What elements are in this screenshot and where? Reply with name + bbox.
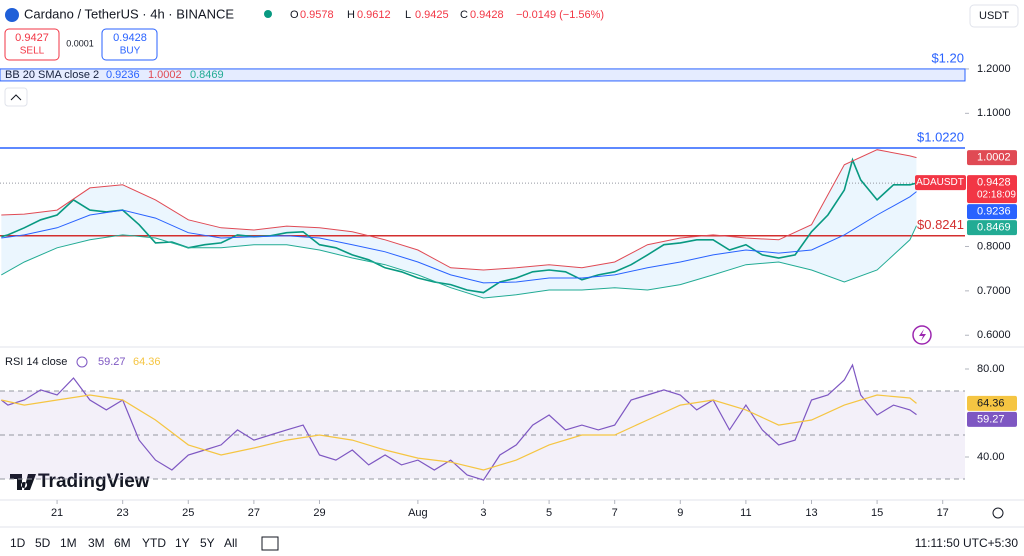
- ohlc-value: 0.9428: [470, 9, 504, 21]
- x-tick-label: 17: [937, 507, 949, 519]
- price-line: [1, 157, 917, 294]
- symbol-tag: ADAUSDT: [916, 177, 964, 188]
- spread: 0.0001: [66, 38, 94, 48]
- rsi-line: [1, 394, 917, 471]
- watermark-logo: [10, 474, 36, 490]
- watermark: TradingView: [38, 471, 150, 492]
- y-tick-label: 80.00: [977, 363, 1005, 375]
- currency-button[interactable]: [969, 4, 1019, 28]
- x-tick-label: 7: [612, 507, 618, 519]
- sell-button[interactable]: [4, 28, 60, 61]
- legend-value: 0.8469: [190, 69, 224, 81]
- countdown: 02:18:09: [977, 190, 1016, 201]
- band-line: [1, 225, 917, 299]
- legend-value: 64.36: [133, 356, 161, 368]
- price-tag: [967, 150, 1017, 166]
- y-tick-label: 1.2000: [977, 63, 1011, 75]
- legend-value: 1.0002: [148, 69, 182, 81]
- level-label: $1.20: [931, 50, 964, 65]
- legend-icon: [76, 356, 88, 368]
- settings-icon[interactable]: [992, 507, 1004, 519]
- buy-price: 0.9428: [113, 32, 147, 44]
- indicator-title: BB 20 SMA close 2: [5, 69, 99, 81]
- x-tick-label: 15: [871, 507, 883, 519]
- y-tick-label: 0.7000: [977, 285, 1011, 297]
- x-tick-label: 5: [546, 507, 552, 519]
- x-tick-label: Aug: [408, 507, 428, 519]
- price-tag-value: 1.0002: [977, 152, 1011, 164]
- band-line: [1, 191, 917, 284]
- price-tag: [967, 411, 1017, 427]
- level-label: $1.0220: [917, 129, 964, 144]
- x-tick-label: 29: [313, 507, 325, 519]
- collapse-button[interactable]: [4, 87, 28, 107]
- x-tick-label: 9: [677, 507, 683, 519]
- ohlc-label: O: [290, 9, 299, 21]
- range-button[interactable]: All: [224, 536, 237, 550]
- price-tag-value: 64.36: [977, 397, 1005, 409]
- x-tick-label: 23: [117, 507, 129, 519]
- y-tick-label: 40.00: [977, 451, 1005, 463]
- x-tick-label: 25: [182, 507, 194, 519]
- ohlc-label: H: [347, 9, 355, 21]
- rsi-line: [0, 363, 917, 481]
- price-tag-value: 59.27: [977, 413, 1005, 425]
- ohlc-value: 0.9612: [357, 9, 391, 21]
- x-tick-label: 13: [805, 507, 817, 519]
- market-status: [264, 10, 272, 18]
- clock: 11:11:50 UTC+5:30: [915, 536, 1019, 550]
- y-tick-label: 0.8000: [977, 240, 1011, 252]
- legend-value: 0.9236: [106, 69, 140, 81]
- y-tick-label: 0.6000: [977, 329, 1011, 341]
- range-button[interactable]: 5Y: [200, 536, 215, 550]
- range-button[interactable]: YTD: [142, 536, 166, 550]
- collapse-icon: [10, 94, 22, 101]
- price-tag: [967, 204, 1017, 220]
- alert-bolt: [919, 329, 926, 341]
- y-tick-label: 1.1000: [977, 107, 1011, 119]
- range-button[interactable]: 1M: [60, 536, 77, 550]
- price-tag: [967, 395, 1017, 411]
- symbol-tag-box: [915, 175, 966, 191]
- price-tag: [967, 175, 1017, 204]
- buy-button[interactable]: [101, 28, 158, 61]
- range-button[interactable]: 5D: [35, 536, 51, 550]
- sell-price: 0.9427: [15, 32, 49, 44]
- legend-value: 59.27: [98, 356, 126, 368]
- range-button[interactable]: 3M: [88, 536, 105, 550]
- price-tag: [967, 220, 1017, 236]
- level-label: $0.8241: [917, 217, 964, 232]
- price-tag-value: 0.9428: [977, 176, 1011, 188]
- band-line: [1, 149, 917, 271]
- date-range-icon[interactable]: [261, 536, 279, 551]
- sell-label: SELL: [20, 46, 45, 57]
- currency: USDT: [979, 10, 1009, 22]
- symbol-title[interactable]: Cardano / TetherUS · 4h · BINANCE: [24, 6, 234, 21]
- ohlc-label: L: [405, 9, 411, 21]
- ohlc-value: 0.9578: [300, 9, 334, 21]
- level-zone: [0, 68, 966, 82]
- ohlc-value: 0.9425: [415, 9, 449, 21]
- range-button[interactable]: 6M: [114, 536, 131, 550]
- x-tick-label: 21: [51, 507, 63, 519]
- range-button[interactable]: 1Y: [175, 536, 190, 550]
- price-tag-value: 0.9236: [977, 205, 1011, 217]
- symbol-logo: [5, 8, 19, 22]
- ohlc-label: C: [460, 9, 468, 21]
- range-button[interactable]: 1D: [10, 536, 26, 550]
- price-tag-value: 0.8469: [977, 221, 1011, 233]
- price-change: −0.0149 (−1.56%): [516, 9, 604, 21]
- x-tick-label: 3: [480, 507, 486, 519]
- buy-label: BUY: [120, 46, 141, 57]
- x-tick-label: 11: [740, 507, 751, 519]
- indicator-title: RSI 14 close: [5, 356, 67, 368]
- x-tick-label: 27: [248, 507, 260, 519]
